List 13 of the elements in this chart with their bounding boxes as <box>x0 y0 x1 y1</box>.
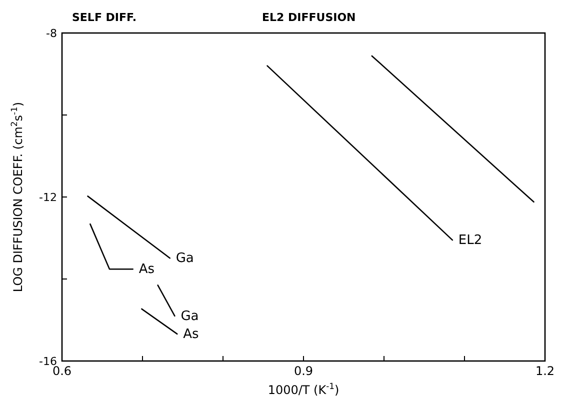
y-tick-label: -8 <box>46 27 57 40</box>
x-tick-label: 0.9 <box>294 364 314 378</box>
x-axis-title: 1000/T (K$^{-1}$) <box>268 381 340 397</box>
y-tick-label: -12 <box>39 191 57 204</box>
series-label: Ga <box>176 251 194 266</box>
series-label: As <box>183 326 200 342</box>
text: EL2 DIFFUSION <box>262 11 356 24</box>
series-label: EL2 <box>458 233 482 248</box>
x-tick-label: 0.6 <box>52 364 72 378</box>
series-label: Ga <box>180 308 199 324</box>
text: SELF DIFF. <box>72 11 137 24</box>
series-label: As <box>138 262 155 278</box>
x-tick-label: 1.2 <box>535 364 555 378</box>
